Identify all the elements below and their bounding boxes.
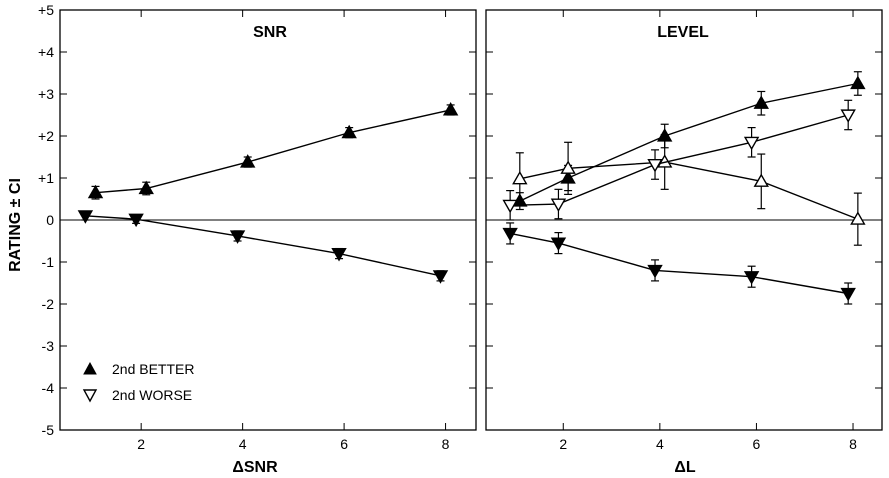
snr-y-tick-label: -3 [42,338,55,354]
level-series-0-point [753,95,769,109]
snr-series-0-point [341,124,357,139]
snr-x-tick-label: 4 [239,436,247,452]
snr-x-tick-label: 6 [340,436,348,452]
level-series-3-point [840,287,856,302]
level-series-2-line [510,114,849,206]
snr-y-tick-label: 0 [46,212,54,228]
snr-panel-title: SNR [253,24,287,41]
level-x-tick-label: 6 [753,436,761,452]
snr-series-1-line [85,215,441,277]
snr-series-1-point [77,210,94,224]
level-series-2-point [840,109,856,123]
level-x-tick-label: 8 [849,436,857,452]
level-series-2-point [647,158,663,173]
snr-y-tick-label: +4 [38,44,54,60]
level-series-2-point [743,136,760,151]
snr-series-1-point [432,270,449,284]
snr-y-tick-label: -4 [42,380,55,396]
snr-y-tick-label: +3 [38,86,54,102]
snr-panel: SNR ΔSNR -5 -4 -3 -2 -1 0 +1 +2 +3 +4 +5 2 4 6 8 [38,2,477,476]
level-panel-title: LEVEL [657,24,709,41]
level-series-3-point [550,237,567,252]
snr-series-0-point [240,154,256,168]
snr-y-tick-label: -2 [42,296,55,312]
legend-label-2nd-better: 2nd BETTER [112,361,194,377]
snr-x-axis-label: ΔSNR [232,459,278,476]
snr-series-0-line [95,109,451,194]
snr-x-tick-label: 8 [442,436,450,452]
level-series-2-point [550,198,567,212]
level-series-1-point [560,160,576,174]
level-series-3-point [647,264,663,279]
legend-marker-2nd-better [83,361,97,375]
snr-series-1-point [331,248,347,262]
y-axis-label: RATING ± CI [7,178,24,272]
snr-series-0-point [138,180,154,195]
level-series-0-point [850,75,866,90]
snr-series-1-point [229,230,246,244]
level-series-1-point [753,173,769,187]
level-series-3-point [502,227,518,242]
level-x-tick-label: 2 [559,436,567,452]
snr-y-tick-label: -5 [42,422,55,438]
level-series-2-point [502,199,518,214]
snr-x-tick-label: 2 [137,436,145,452]
level-x-axis-label: ΔL [674,459,696,476]
level-series-1-point [512,170,528,185]
snr-series-0-point [87,184,104,199]
snr-series-1-point [128,213,144,228]
snr-y-tick-label: +5 [38,2,54,18]
level-series-1-point [850,211,866,225]
legend: 2nd BETTER 2nd WORSE [82,361,194,403]
snr-y-tick-label: +1 [38,170,54,186]
legend-marker-2nd-worse [82,389,98,403]
snr-series-0-point [442,102,459,116]
snr-y-tick-label: +2 [38,128,54,144]
level-series-3-point [743,271,760,285]
legend-label-2nd-worse: 2nd WORSE [112,387,192,403]
level-panel: LEVEL ΔL 2 4 6 8 [485,9,883,476]
snr-y-tick-label: -1 [42,254,55,270]
level-x-tick-label: 4 [656,436,664,452]
